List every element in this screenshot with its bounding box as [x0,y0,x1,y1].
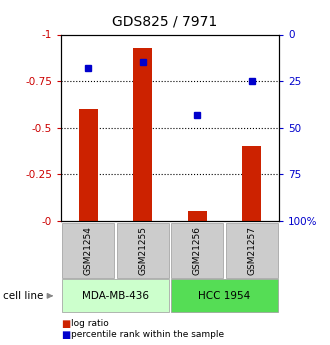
Text: GSM21256: GSM21256 [193,226,202,275]
Text: GSM21255: GSM21255 [138,226,147,275]
Bar [133,48,152,221]
Text: cell line: cell line [3,291,44,301]
Text: MDA-MB-436: MDA-MB-436 [82,291,149,301]
Text: GSM21254: GSM21254 [84,226,93,275]
Text: ■: ■ [61,319,70,328]
Bar [79,109,98,221]
Text: ■: ■ [61,330,70,339]
Text: log ratio: log ratio [71,319,109,328]
Text: HCC 1954: HCC 1954 [198,291,250,301]
Text: GSM21257: GSM21257 [247,226,256,275]
Bar [188,211,207,221]
Text: GDS825 / 7971: GDS825 / 7971 [113,14,217,29]
Bar [242,146,261,221]
Text: percentile rank within the sample: percentile rank within the sample [71,330,224,339]
